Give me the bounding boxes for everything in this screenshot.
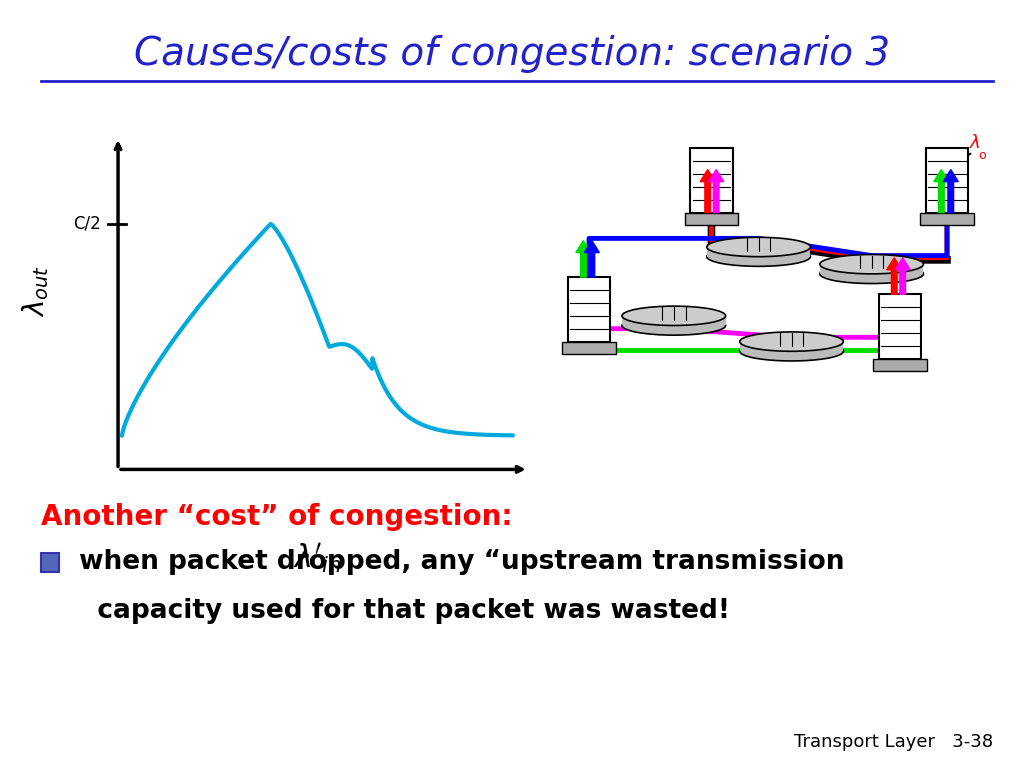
FancyArrow shape (700, 170, 715, 213)
Text: Another “cost” of congestion:: Another “cost” of congestion: (41, 503, 512, 531)
FancyArrow shape (943, 170, 958, 213)
FancyArrow shape (585, 240, 599, 277)
Bar (926, 148, 969, 213)
Ellipse shape (739, 342, 844, 361)
Ellipse shape (739, 332, 844, 351)
Bar (873, 359, 927, 371)
Bar (41, 553, 59, 572)
Text: C/2: C/2 (73, 215, 100, 233)
Bar (562, 342, 615, 353)
Text: $\lambda_{out}$: $\lambda_{out}$ (20, 265, 51, 317)
Bar (567, 277, 610, 342)
Text: capacity used for that packet was wasted!: capacity used for that packet was wasted… (70, 598, 730, 624)
Ellipse shape (707, 237, 810, 257)
Bar (820, 264, 924, 274)
FancyArrow shape (934, 170, 949, 213)
Bar (921, 213, 974, 224)
Bar (622, 316, 726, 326)
Ellipse shape (622, 306, 726, 326)
Ellipse shape (820, 254, 924, 274)
Bar (707, 247, 810, 257)
Ellipse shape (707, 247, 810, 266)
FancyArrow shape (887, 258, 902, 294)
Text: o: o (979, 149, 986, 162)
Bar (690, 148, 733, 213)
Bar (685, 213, 738, 224)
Bar (879, 294, 922, 359)
Text: Causes/costs of congestion: scenario 3: Causes/costs of congestion: scenario 3 (134, 35, 890, 72)
Bar (739, 342, 844, 351)
FancyArrow shape (575, 240, 591, 277)
FancyArrow shape (895, 258, 910, 294)
Text: Transport Layer   3-38: Transport Layer 3-38 (795, 733, 993, 751)
FancyArrow shape (709, 170, 724, 213)
Ellipse shape (622, 316, 726, 335)
Text: $\lambda'_{in}$: $\lambda'_{in}$ (293, 541, 342, 575)
Text: $\lambda$: $\lambda$ (970, 134, 981, 152)
Ellipse shape (820, 264, 924, 283)
Text: when packet dropped, any “upstream transmission: when packet dropped, any “upstream trans… (70, 549, 844, 575)
